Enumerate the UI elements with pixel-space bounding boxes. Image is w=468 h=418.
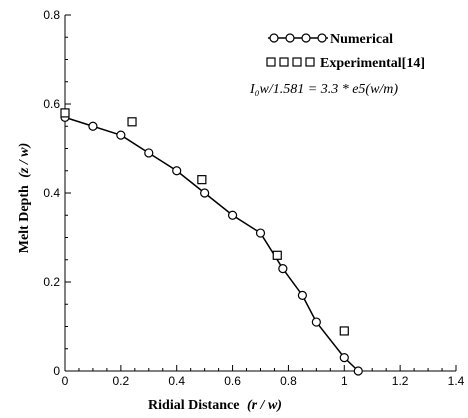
numerical-point <box>172 166 182 176</box>
numerical-point <box>88 121 98 131</box>
legend-circle-icon <box>317 33 327 43</box>
series-line-numerical <box>64 116 359 372</box>
experimental-point <box>339 326 349 336</box>
numerical-point <box>311 317 321 327</box>
experimental-point <box>127 117 137 127</box>
x-tick-label: 0 <box>62 374 69 388</box>
x-tick-label: 1.4 <box>448 374 465 388</box>
numerical-point <box>116 130 126 140</box>
y-tick-label: 0.2 <box>43 275 60 289</box>
legend-circle-icon <box>285 33 295 43</box>
legend-circle-icon <box>269 33 279 43</box>
y-ticks: 0 0.2 0.4 0.6 0.8 <box>43 8 71 378</box>
numerical-point <box>255 228 266 238</box>
y-tick-label: 0 <box>53 364 60 378</box>
y-tick-label: 0.8 <box>43 8 60 22</box>
legend-circle-icon <box>301 33 311 43</box>
numerical-point <box>353 366 363 376</box>
x-tick-label: 1 <box>341 374 348 388</box>
data-markers <box>60 108 363 376</box>
x-tick-label: 0.2 <box>113 374 130 388</box>
x-tick-label: 0.4 <box>168 374 185 388</box>
x-tick-label: 1.2 <box>392 374 409 388</box>
numerical-point <box>227 210 238 220</box>
numerical-point <box>278 264 288 274</box>
legend-label-numerical: Numerical <box>330 32 393 47</box>
numerical-point <box>200 188 210 198</box>
legend-square-icon <box>292 57 302 67</box>
numerical-point <box>144 148 154 158</box>
legend-experimental: Experimental[14] <box>266 56 425 71</box>
experimental-point <box>197 175 207 185</box>
legend-square-icon <box>279 57 289 67</box>
legend-numerical: Numerical <box>268 32 393 47</box>
x-ticks: 0 0.2 0.4 0.6 0.8 1 1.2 1.4 <box>62 365 465 388</box>
legend: Numerical Experimental[14] I₀w/1.581 = 3… <box>249 32 425 97</box>
legend-square-icon <box>305 57 315 67</box>
numerical-point <box>297 290 307 300</box>
series-lines <box>64 116 359 372</box>
y-tick-label: 0.4 <box>43 186 60 200</box>
y-tick-label: 0.6 <box>43 97 60 111</box>
numerical-point <box>339 353 349 363</box>
x-tick-label: 0.6 <box>224 374 241 388</box>
x-axis-title: Ridial Distance (r / w) <box>148 398 282 413</box>
formula-annotation: I₀w/1.581 = 3.3 * e5(w/m) <box>249 82 398 97</box>
legend-label-experimental: Experimental[14] <box>320 56 425 71</box>
legend-square-icon <box>266 57 276 67</box>
experimental-point <box>60 108 70 118</box>
y-axis-title: Melt Depth (z / w) <box>17 143 32 254</box>
experimental-point <box>272 250 282 260</box>
x-tick-label: 0.8 <box>280 374 297 388</box>
